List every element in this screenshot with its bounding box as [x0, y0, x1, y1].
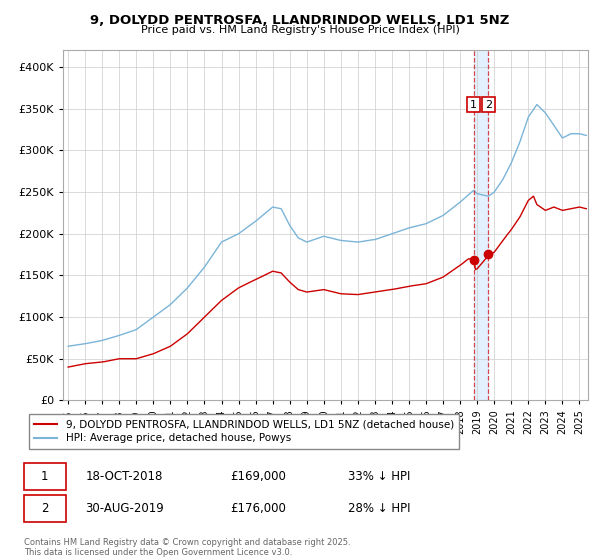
Legend: 9, DOLYDD PENTROSFA, LLANDRINDOD WELLS, LD1 5NZ (detached house), HPI: Average p: 9, DOLYDD PENTROSFA, LLANDRINDOD WELLS, … — [29, 414, 459, 449]
Text: 1: 1 — [470, 100, 477, 110]
FancyBboxPatch shape — [24, 496, 66, 522]
Text: £176,000: £176,000 — [230, 502, 286, 515]
Text: 2: 2 — [485, 100, 492, 110]
FancyBboxPatch shape — [24, 463, 66, 490]
Text: Price paid vs. HM Land Registry's House Price Index (HPI): Price paid vs. HM Land Registry's House … — [140, 25, 460, 35]
Text: 1: 1 — [41, 470, 49, 483]
Text: 33% ↓ HPI: 33% ↓ HPI — [347, 470, 410, 483]
Text: 18-OCT-2018: 18-OCT-2018 — [85, 470, 163, 483]
Text: Contains HM Land Registry data © Crown copyright and database right 2025.
This d: Contains HM Land Registry data © Crown c… — [24, 538, 350, 557]
Text: £169,000: £169,000 — [230, 470, 286, 483]
Text: 9, DOLYDD PENTROSFA, LLANDRINDOD WELLS, LD1 5NZ: 9, DOLYDD PENTROSFA, LLANDRINDOD WELLS, … — [91, 14, 509, 27]
Bar — [473, 50, 488, 400]
Text: 2: 2 — [41, 502, 49, 515]
Text: 30-AUG-2019: 30-AUG-2019 — [85, 502, 164, 515]
Text: 28% ↓ HPI: 28% ↓ HPI — [347, 502, 410, 515]
